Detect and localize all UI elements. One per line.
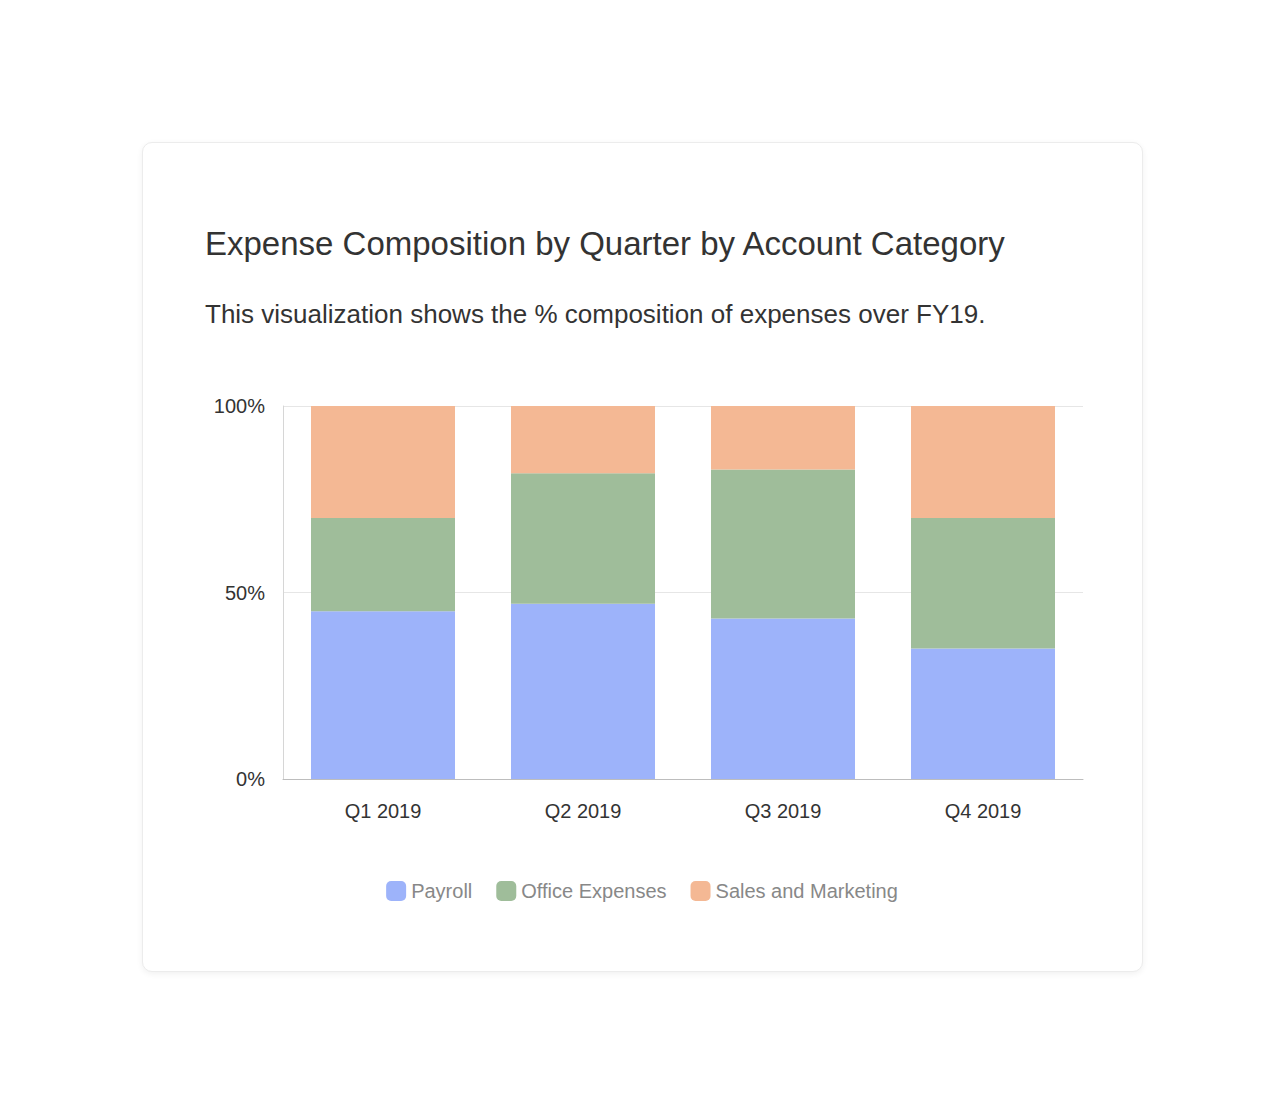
svg-text:Payroll: Payroll (411, 880, 472, 902)
svg-text:Q1 2019: Q1 2019 (345, 800, 422, 822)
svg-text:This visualization shows the %: This visualization shows the % compositi… (205, 299, 985, 329)
svg-text:100%: 100% (214, 395, 265, 417)
svg-text:Q2 2019: Q2 2019 (545, 800, 622, 822)
svg-text:50%: 50% (225, 582, 265, 604)
svg-text:Office Expenses: Office Expenses (521, 880, 666, 902)
svg-text:Expense Composition by Quarter: Expense Composition by Quarter by Accoun… (205, 225, 1005, 262)
svg-text:Q3 2019: Q3 2019 (745, 800, 822, 822)
svg-text:Sales and Marketing: Sales and Marketing (716, 880, 898, 902)
svg-text:0%: 0% (236, 768, 265, 790)
svg-text:Q4 2019: Q4 2019 (945, 800, 1022, 822)
